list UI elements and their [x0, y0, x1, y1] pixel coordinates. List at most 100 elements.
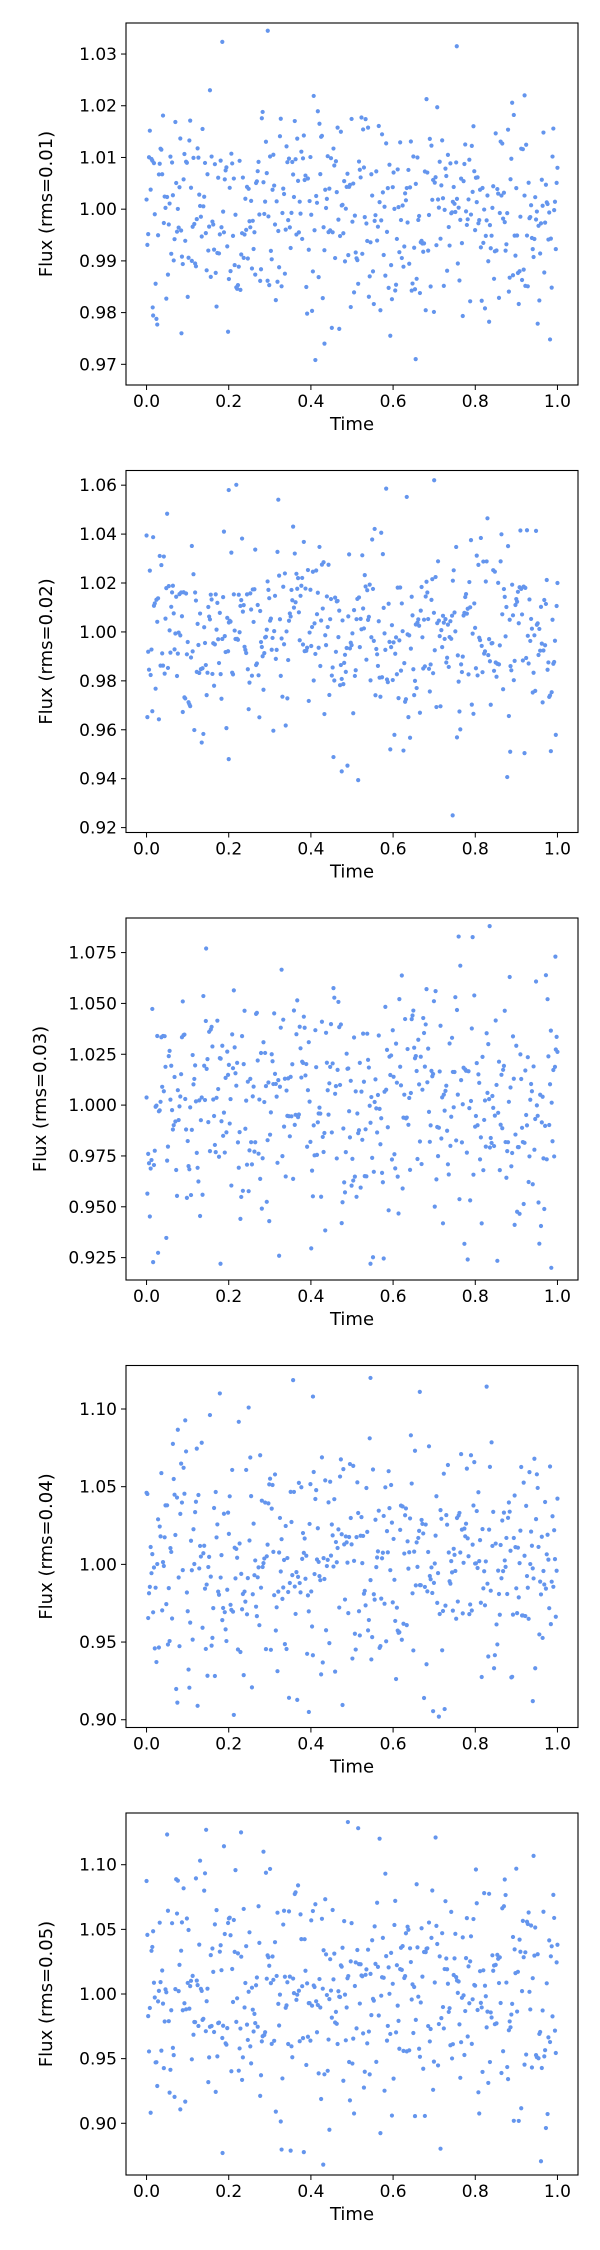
data-point [519, 1076, 524, 1082]
data-point [193, 598, 199, 603]
data-point [209, 154, 214, 159]
data-point [273, 1081, 278, 1087]
data-point [324, 1992, 329, 1998]
plot-frame [125, 917, 579, 1281]
data-point [354, 1534, 359, 1540]
data-point [499, 532, 504, 537]
data-point [221, 2023, 226, 2028]
data-point [474, 200, 479, 205]
data-point [468, 538, 474, 543]
data-point [174, 180, 179, 186]
data-point [357, 2001, 362, 2006]
data-point [304, 1061, 309, 1067]
data-point [274, 1605, 279, 1610]
data-point [235, 282, 241, 288]
data-point [457, 1510, 462, 1516]
data-point [388, 2031, 393, 2037]
data-point [244, 2022, 250, 2027]
data-point [543, 601, 549, 607]
data-point [487, 1464, 493, 1469]
data-point [525, 1055, 530, 1060]
data-point [149, 647, 154, 652]
x-tick-label: 0.8 [462, 1287, 489, 1307]
data-point [280, 1596, 285, 1601]
data-point [526, 661, 531, 666]
data-point [469, 1026, 474, 1031]
data-point [169, 604, 174, 609]
data-point [217, 1949, 222, 1954]
data-point [324, 594, 329, 599]
data-point [146, 2014, 151, 2019]
data-point [398, 1527, 403, 1532]
data-point [294, 571, 299, 576]
data-point [537, 1241, 542, 1246]
data-point [236, 1165, 241, 1170]
data-point [409, 594, 414, 599]
data-point [276, 2001, 281, 2006]
data-point [457, 709, 462, 714]
data-point [168, 2067, 173, 2072]
data-point [487, 659, 493, 664]
data-point [159, 562, 164, 568]
data-point [489, 1140, 494, 1146]
data-point [486, 259, 491, 264]
data-point [342, 1597, 348, 1602]
data-point [466, 1069, 471, 1074]
data-point [276, 1589, 281, 1594]
data-point [157, 1920, 162, 1925]
data-point [254, 661, 259, 666]
data-point [263, 1083, 269, 1089]
data-point [545, 997, 550, 1002]
data-point [182, 2001, 187, 2006]
data-point [554, 603, 559, 609]
data-point [323, 187, 328, 192]
data-point [403, 1931, 409, 1936]
data-point [183, 2007, 189, 2012]
data-point [327, 2127, 332, 2132]
data-point [310, 1653, 315, 1658]
data-point [485, 193, 490, 198]
data-point [398, 1083, 404, 1088]
data-point [510, 613, 516, 618]
data-point [278, 1569, 283, 1574]
data-point [194, 1150, 199, 1155]
data-point [225, 1072, 231, 1077]
data-point [443, 1603, 448, 1608]
data-point [248, 1076, 253, 1081]
data-point [293, 1890, 298, 1895]
data-point [191, 2032, 196, 2037]
data-point [554, 1960, 559, 1965]
data-point [342, 1919, 347, 1924]
data-point [198, 1554, 203, 1559]
data-point [462, 161, 467, 167]
data-point [505, 211, 510, 216]
data-point [219, 1968, 224, 1973]
data-point [502, 1008, 507, 1013]
data-point [192, 727, 197, 733]
data-point [171, 258, 176, 263]
data-point [179, 331, 184, 336]
data-point [260, 654, 265, 659]
data-point [272, 1472, 278, 1477]
data-point [207, 2055, 212, 2060]
data-point [220, 39, 225, 44]
data-point [186, 255, 191, 260]
data-point [500, 141, 505, 146]
data-point [411, 154, 416, 159]
data-point [327, 186, 332, 191]
data-point [251, 1521, 256, 1526]
data-point [261, 180, 266, 185]
data-point [355, 257, 360, 263]
data-point [386, 285, 391, 290]
data-point [303, 1968, 308, 1973]
data-point [165, 1908, 171, 1913]
data-point [331, 986, 336, 991]
data-point [305, 1593, 311, 1598]
data-point [296, 230, 301, 235]
data-point [471, 124, 476, 129]
data-point [267, 1482, 272, 1487]
data-point [319, 133, 325, 138]
data-point [202, 1543, 207, 1548]
data-point [267, 1963, 272, 1968]
data-point [375, 224, 381, 229]
